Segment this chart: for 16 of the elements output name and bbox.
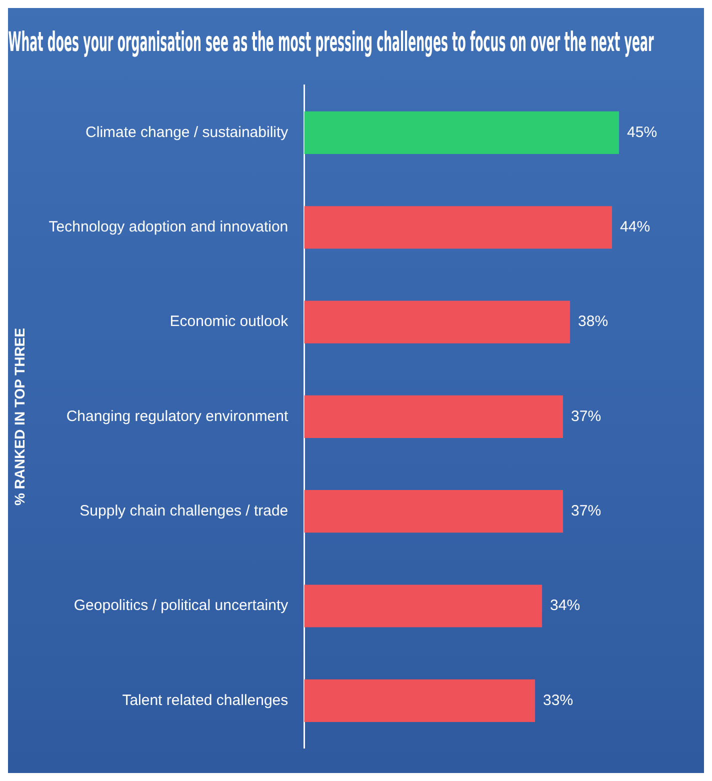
data-label: 45%: [627, 124, 658, 141]
data-label: 34%: [550, 597, 580, 614]
y-tick-label: Changing regulatory environment: [66, 408, 289, 425]
y-tick-label: Economic outlook: [170, 313, 289, 330]
y-axis-title: % RANKED IN TOP THREE: [11, 328, 28, 506]
y-tick-label: Talent related challenges: [122, 692, 288, 709]
y-tick-label: Supply chain challenges / trade: [80, 502, 288, 520]
data-label: 44%: [620, 218, 650, 236]
data-label: 37%: [571, 408, 602, 425]
data-label: 33%: [543, 692, 574, 709]
y-tick-label: Technology adoption and innovation: [48, 218, 288, 236]
data-label: 37%: [571, 502, 602, 520]
y-tick-label: Geopolitics / political uncertainty: [74, 597, 289, 614]
data-label: 38%: [578, 313, 608, 330]
chart-title: What does your organisation see as the most pressing challenges to focus on over the next year: [8, 26, 654, 58]
y-tick-label: Climate change / sustainability: [86, 124, 289, 141]
